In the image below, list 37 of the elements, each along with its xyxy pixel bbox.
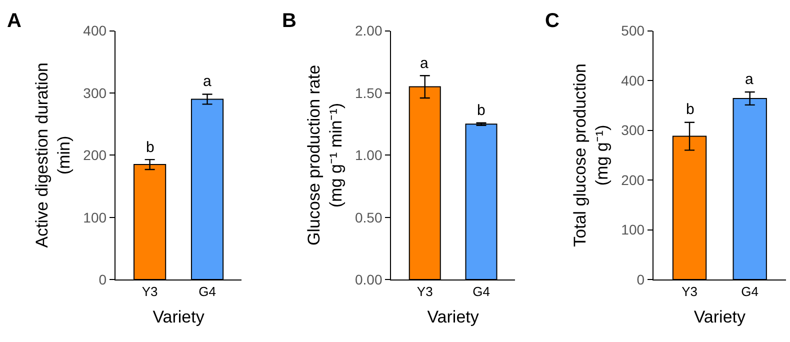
y-tick-label: 100	[621, 222, 645, 238]
y-tick-label: 0	[636, 271, 645, 288]
y-tick-label: 200	[621, 172, 645, 188]
y-tick-label: 100	[83, 209, 107, 226]
x-tick-label: Y3	[682, 284, 698, 300]
y-tick-label: 400	[621, 72, 645, 88]
y-tick-label: 0	[98, 271, 107, 288]
y-tick-label: 1.00	[355, 147, 382, 164]
x-axis-title: Variety	[152, 308, 205, 327]
y-axis-title: Active digestion duration (min)	[32, 62, 74, 248]
y-tick-label: 400	[83, 22, 107, 39]
y-tick-label: 1.50	[355, 84, 382, 101]
y-tick-label: 0.00	[355, 271, 382, 288]
annotation: a	[420, 55, 429, 72]
y-tick-label: 500	[621, 22, 645, 39]
y-tick-label: 2.00	[355, 22, 382, 39]
y-axis-title: Glucose production rate (mg g⁻¹ min⁻¹)	[304, 64, 346, 246]
x-axis-title: Variety	[694, 308, 746, 327]
annotation: b	[477, 102, 486, 119]
y-tick-label: 200	[83, 147, 107, 164]
x-tick-label: G4	[198, 284, 216, 300]
x-tick-label: G4	[472, 284, 490, 300]
chart-title: C	[545, 10, 560, 32]
chart-title: A	[7, 10, 22, 32]
annotation: a	[745, 71, 754, 88]
y-tick-label: 0.50	[355, 209, 382, 226]
annotation: b	[146, 139, 154, 156]
annotation: a	[203, 73, 212, 90]
x-axis-title: Variety	[427, 308, 480, 327]
x-tick-label: Y3	[416, 284, 433, 300]
y-tick-label: 300	[621, 122, 645, 138]
annotation: b	[686, 101, 694, 118]
x-tick-label: Y3	[142, 284, 158, 300]
chart-title: B	[282, 10, 296, 32]
y-axis-title: Total glucose production (mg g⁻¹)	[570, 64, 612, 247]
y-tick-label: 300	[83, 84, 107, 101]
x-tick-label: G4	[741, 284, 759, 300]
